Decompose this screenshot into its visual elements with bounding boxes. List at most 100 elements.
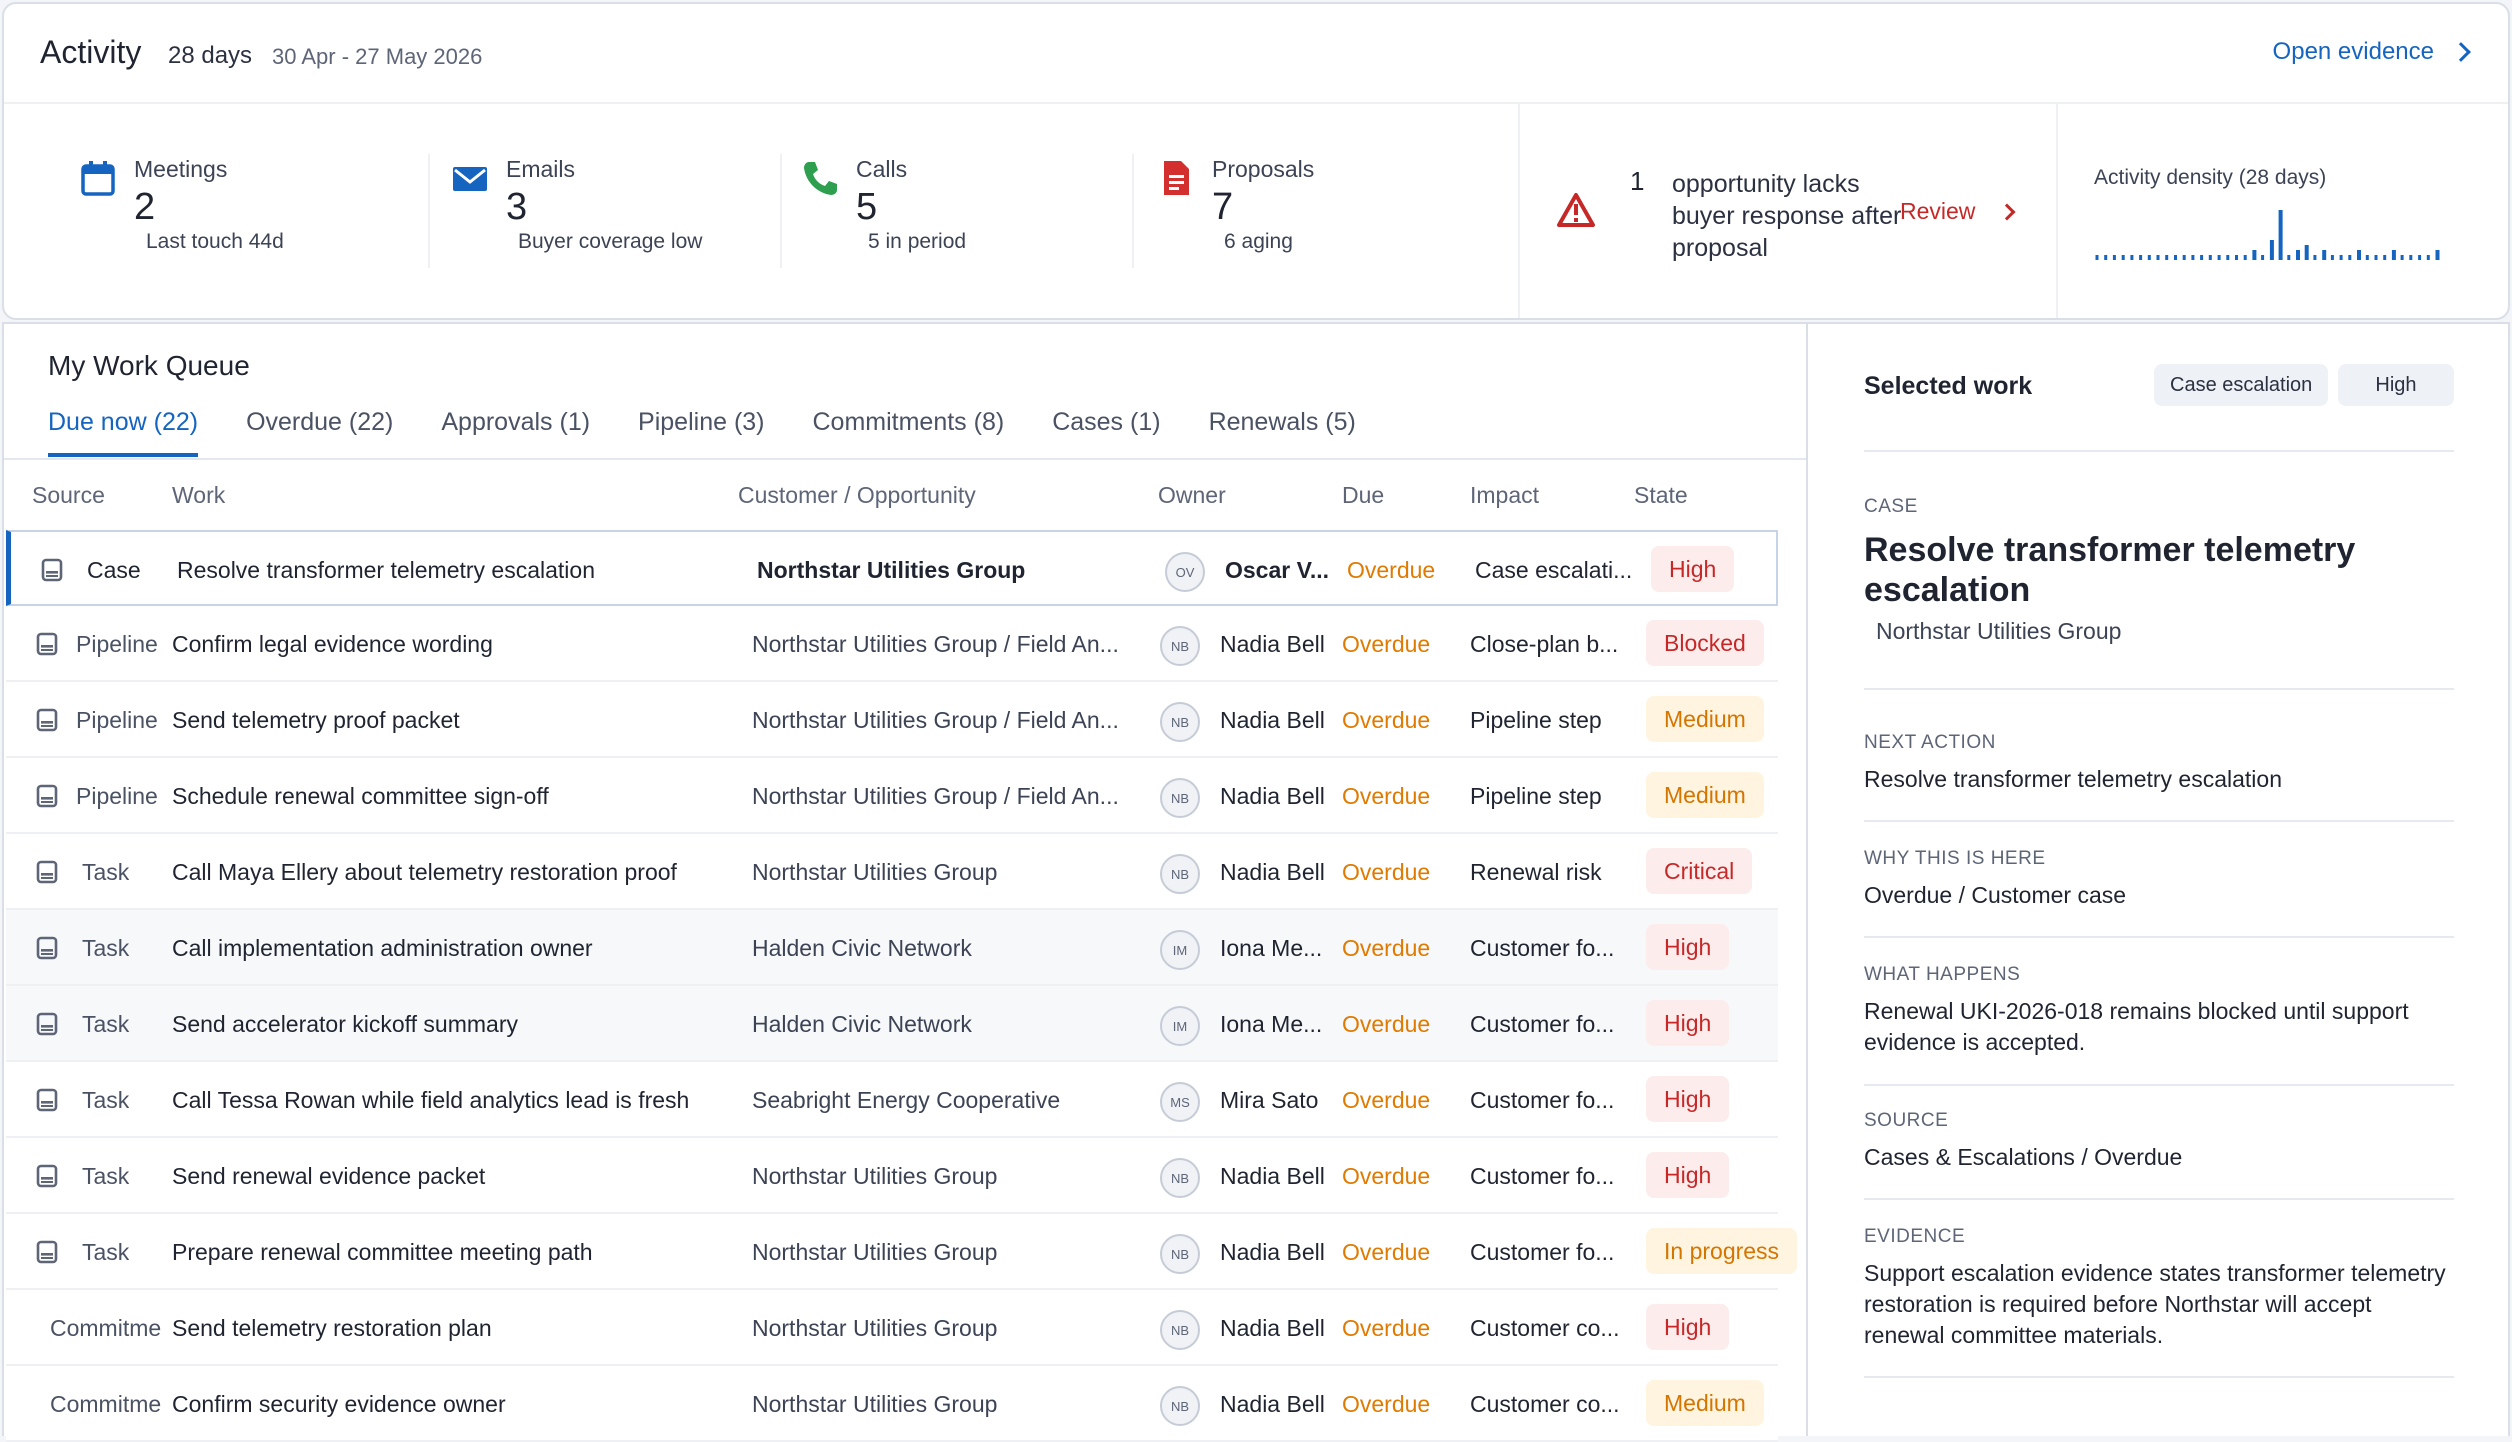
avatar: NB [1160, 1386, 1200, 1426]
row-customer[interactable]: Northstar Utilities Group / Field An... [752, 782, 1119, 809]
selected-work-heading: Resolve transformer telemetry escalation [1864, 531, 2356, 609]
table-row[interactable]: Task Call Tessa Rowan while field analyti… [6, 1062, 1778, 1138]
row-work-title[interactable]: Resolve transformer telemetry escalation [177, 556, 595, 583]
density-bar [2348, 255, 2352, 260]
metric-subtext: Last touch 44d [146, 230, 284, 253]
row-customer[interactable]: Northstar Utilities Group [752, 1314, 998, 1341]
state-badge: Blocked [1646, 620, 1764, 666]
table-row[interactable]: Pipeline Send telemetry proof packet North… [6, 682, 1778, 758]
record-icon [36, 632, 58, 656]
selected-customer: Northstar Utilities Group [1876, 618, 2122, 644]
row-customer[interactable]: Northstar Utilities Group / Field An... [752, 706, 1119, 733]
work-queue-card: My Work Queue Due now (22) Overdue (22) … [2, 322, 1808, 1442]
density-bar [2409, 255, 2413, 260]
tab-pipeline[interactable]: Pipeline (3) [638, 408, 765, 436]
row-customer[interactable]: Northstar Utilities Group [752, 1162, 998, 1189]
row-work-title[interactable]: Call implementation administration owner [172, 934, 593, 961]
tab-renewals[interactable]: Renewals (5) [1208, 408, 1356, 436]
table-row[interactable]: Task Call implementation administration o… [6, 910, 1778, 986]
row-owner: Nadia Bell [1220, 1238, 1325, 1265]
density-bar [2208, 255, 2212, 260]
avatar: NB [1160, 626, 1200, 666]
row-work-title[interactable]: Send telemetry restoration plan [172, 1314, 492, 1341]
row-work-title[interactable]: Prepare renewal committee meeting path [172, 1238, 593, 1265]
column-impact[interactable]: Impact [1470, 482, 1540, 508]
tab-cases[interactable]: Cases (1) [1052, 408, 1161, 436]
row-customer[interactable]: Northstar Utilities Group [757, 556, 1026, 583]
table-row[interactable]: Commitme Confirm security evidence owner N… [6, 1366, 1778, 1442]
metric-label: Proposals [1212, 156, 1315, 182]
queue-title: My Work Queue [48, 350, 250, 381]
row-source: Task [82, 934, 130, 961]
density-bar [2261, 255, 2265, 260]
row-due: Overdue [1342, 1314, 1431, 1341]
row-customer[interactable]: Northstar Utilities Group [752, 1390, 998, 1417]
row-customer[interactable]: Halden Civic Network [752, 1010, 972, 1037]
density-bar [2287, 255, 2291, 260]
density-bar [2139, 255, 2143, 260]
table-row[interactable]: Pipeline Confirm legal evidence wording No… [6, 606, 1778, 682]
avatar: IM [1160, 1006, 1200, 1046]
open-evidence-link[interactable]: Open evidence [2273, 38, 2471, 66]
avatar: NB [1160, 778, 1200, 818]
column-work[interactable]: Work [172, 482, 226, 508]
record-icon [36, 1012, 58, 1036]
row-impact: Customer fo... [1470, 934, 1615, 961]
metric-value: 2 [134, 186, 156, 228]
avatar: NB [1160, 854, 1200, 894]
avatar: IM [1160, 930, 1200, 970]
table-row[interactable]: Task Call Maya Ellery about telemetry res… [6, 834, 1778, 910]
tab-approvals[interactable]: Approvals (1) [441, 408, 591, 436]
density-bar [2182, 255, 2186, 260]
row-impact: Customer fo... [1470, 1086, 1615, 1113]
table-row[interactable]: Pipeline Schedule renewal committee sign-… [6, 758, 1778, 834]
row-source: Pipeline [76, 630, 158, 657]
column-source[interactable]: Source [32, 482, 105, 508]
table-row[interactable]: Commitme Send telemetry restoration plan N… [6, 1290, 1778, 1366]
column-state[interactable]: State [1634, 482, 1688, 508]
table-row[interactable]: Task Prepare renewal committee meeting pa… [6, 1214, 1798, 1290]
row-work-title[interactable]: Send renewal evidence packet [172, 1162, 486, 1189]
divider [1864, 1376, 2454, 1378]
table-row[interactable]: Task Send renewal evidence packet Northsta… [6, 1138, 1778, 1214]
density-bar [2374, 255, 2378, 260]
table-row[interactable]: Case Resolve transformer telemetry escala… [6, 530, 1778, 606]
row-customer[interactable]: Seabright Energy Cooperative [752, 1086, 1061, 1113]
row-work-title[interactable]: Confirm security evidence owner [172, 1390, 506, 1417]
column-due[interactable]: Due [1342, 482, 1385, 508]
row-work-title[interactable]: Schedule renewal committee sign-off [172, 782, 549, 809]
table-row[interactable]: Task Send accelerator kickoff summary Hald… [6, 986, 1778, 1062]
density-bar [2435, 250, 2440, 260]
density-bar [2391, 250, 2396, 260]
row-customer[interactable]: Northstar Utilities Group [752, 1238, 998, 1265]
tab-overdue[interactable]: Overdue (22) [246, 408, 394, 436]
row-work-title[interactable]: Call Tessa Rowan while field analytics l… [172, 1086, 690, 1113]
row-due: Overdue [1342, 782, 1431, 809]
row-work-title[interactable]: Confirm legal evidence wording [172, 630, 493, 657]
metric-label: Emails [506, 156, 576, 182]
row-work-title[interactable]: Send telemetry proof packet [172, 706, 460, 733]
row-customer[interactable]: Northstar Utilities Group / Field An... [752, 630, 1119, 657]
column-customer[interactable]: Customer / Opportunity [738, 482, 976, 508]
divider [780, 154, 782, 268]
avatar: NB [1160, 702, 1200, 742]
row-source: Pipeline [76, 706, 158, 733]
review-link[interactable]: Review [1900, 198, 2016, 225]
record-icon [36, 1164, 58, 1188]
tab-commitments[interactable]: Commitments (8) [812, 408, 1005, 436]
density-bar [2330, 255, 2334, 260]
row-customer[interactable]: Northstar Utilities Group [752, 858, 998, 885]
row-work-title[interactable]: Send accelerator kickoff summary [172, 1010, 518, 1037]
density-bar [2130, 255, 2134, 260]
column-owner[interactable]: Owner [1158, 482, 1226, 508]
chip-type: Case escalation [2154, 364, 2329, 406]
density-bar [2357, 250, 2361, 260]
row-customer[interactable]: Halden Civic Network [752, 934, 972, 961]
row-work-title[interactable]: Call Maya Ellery about telemetry restora… [172, 858, 677, 885]
tab-due-now[interactable]: Due now (22) [48, 408, 199, 457]
record-icon [41, 558, 63, 582]
calendar-icon [81, 161, 115, 196]
density-bar [2400, 255, 2404, 260]
avatar: NB [1160, 1310, 1200, 1350]
record-icon [36, 1240, 58, 1264]
